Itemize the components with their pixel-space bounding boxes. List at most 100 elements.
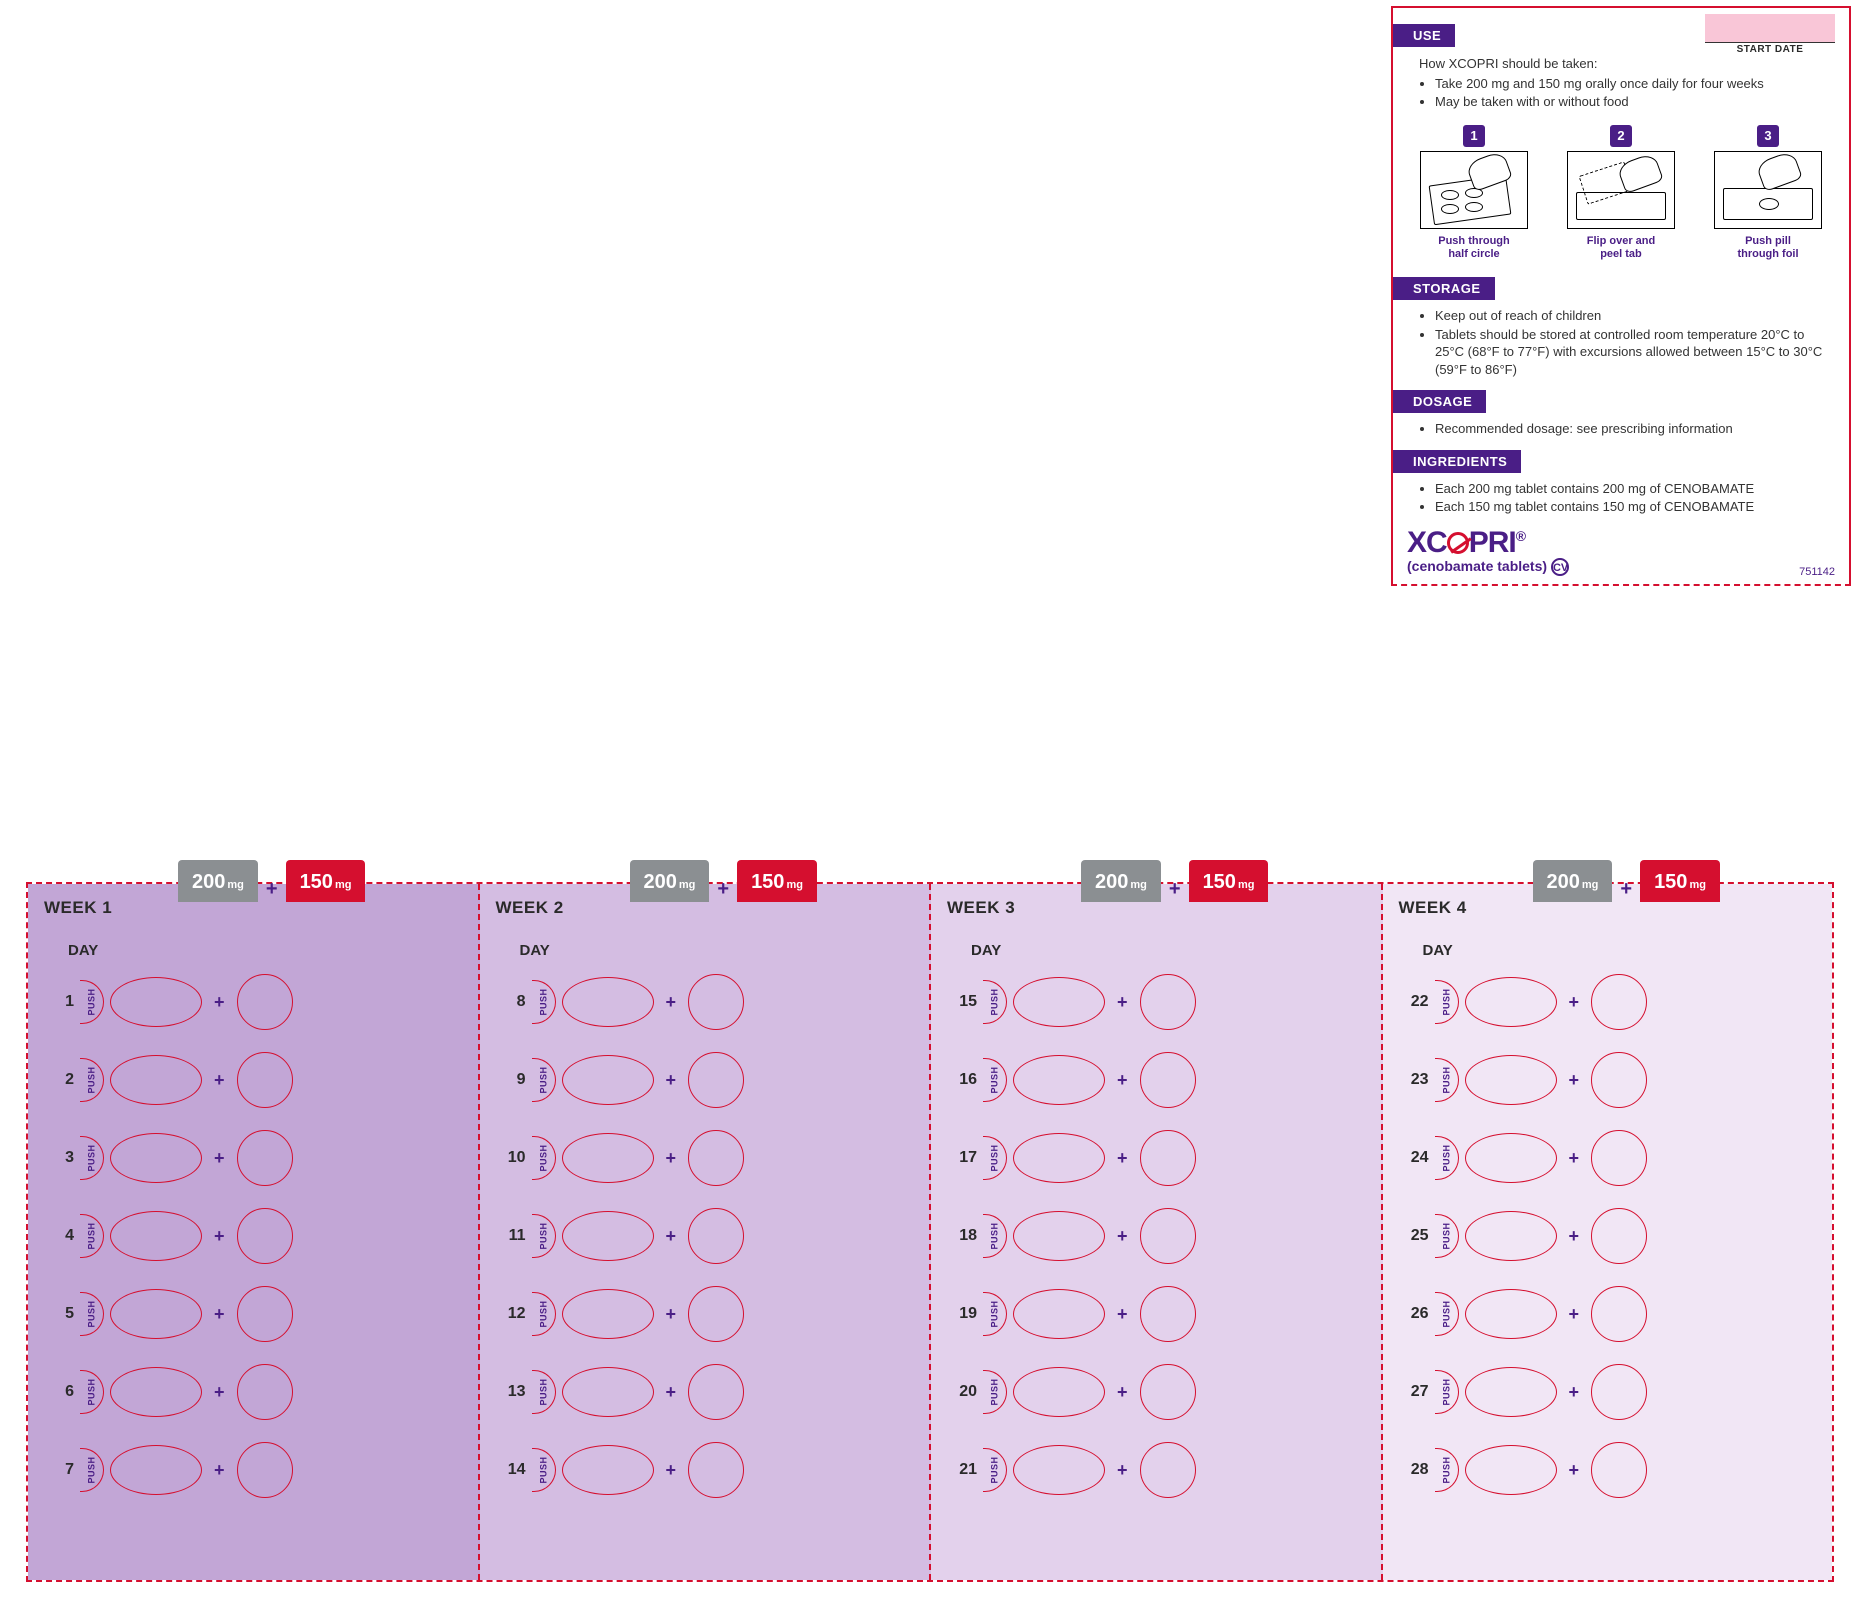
pill-150mg[interactable] <box>688 1130 744 1186</box>
pill-200mg[interactable] <box>110 1445 202 1495</box>
pill-200mg[interactable] <box>110 977 202 1027</box>
pill-200mg[interactable] <box>110 1367 202 1417</box>
pill-200mg[interactable] <box>110 1211 202 1261</box>
push-tab[interactable]: PUSH <box>983 1136 1007 1180</box>
pill-200mg[interactable] <box>1465 977 1557 1027</box>
push-tab[interactable]: PUSH <box>983 1292 1007 1336</box>
pill-200mg[interactable] <box>1013 1055 1105 1105</box>
day-number: 23 <box>1401 1071 1429 1089</box>
pill-150mg[interactable] <box>688 974 744 1030</box>
pill-200mg[interactable] <box>1013 1367 1105 1417</box>
push-tab[interactable]: PUSH <box>1435 1214 1459 1258</box>
start-date-field[interactable] <box>1705 14 1835 42</box>
pill-150mg[interactable] <box>1591 1442 1647 1498</box>
pill-150mg[interactable] <box>237 1052 293 1108</box>
push-tab[interactable]: PUSH <box>532 1370 556 1414</box>
pill-150mg[interactable] <box>1591 1364 1647 1420</box>
pill-200mg[interactable] <box>1013 1445 1105 1495</box>
pill-200mg[interactable] <box>562 977 654 1027</box>
pill-200mg[interactable] <box>1013 1211 1105 1261</box>
push-tab[interactable]: PUSH <box>983 1448 1007 1492</box>
pill-200mg[interactable] <box>1465 1055 1557 1105</box>
pill-200mg[interactable] <box>562 1445 654 1495</box>
push-tab[interactable]: PUSH <box>983 1214 1007 1258</box>
day-heading: DAY <box>1423 942 1815 959</box>
pill-200mg[interactable] <box>110 1055 202 1105</box>
pill-200mg[interactable] <box>562 1367 654 1417</box>
pill-200mg[interactable] <box>1465 1211 1557 1261</box>
dose-150-tab: 150mg <box>286 860 366 902</box>
pill-150mg[interactable] <box>1140 1286 1196 1342</box>
plus-icon: + <box>1620 862 1632 901</box>
pill-200mg[interactable] <box>1465 1289 1557 1339</box>
push-tab[interactable]: PUSH <box>532 980 556 1024</box>
push-tab[interactable]: PUSH <box>80 980 104 1024</box>
push-tab[interactable]: PUSH <box>80 1292 104 1336</box>
push-tab[interactable]: PUSH <box>80 1370 104 1414</box>
pill-200mg[interactable] <box>562 1211 654 1261</box>
pill-150mg[interactable] <box>237 1442 293 1498</box>
pill-200mg[interactable] <box>1465 1445 1557 1495</box>
push-tab[interactable]: PUSH <box>983 1058 1007 1102</box>
pill-150mg[interactable] <box>1591 1052 1647 1108</box>
pill-150mg[interactable] <box>688 1052 744 1108</box>
day-row: 3PUSH+ <box>46 1121 460 1195</box>
day-number: 1 <box>46 993 74 1011</box>
push-tab[interactable]: PUSH <box>80 1136 104 1180</box>
pill-200mg[interactable] <box>562 1133 654 1183</box>
day-row: 26PUSH+ <box>1401 1277 1815 1351</box>
pill-150mg[interactable] <box>237 974 293 1030</box>
pill-150mg[interactable] <box>1591 1286 1647 1342</box>
plus-icon: + <box>214 1382 225 1403</box>
push-tab[interactable]: PUSH <box>80 1058 104 1102</box>
push-tab[interactable]: PUSH <box>80 1448 104 1492</box>
pill-200mg[interactable] <box>562 1289 654 1339</box>
day-number: 15 <box>949 993 977 1011</box>
plus-icon: + <box>1117 1460 1128 1481</box>
pill-150mg[interactable] <box>1591 1130 1647 1186</box>
day-row: 6PUSH+ <box>46 1355 460 1429</box>
pill-200mg[interactable] <box>562 1055 654 1105</box>
pill-150mg[interactable] <box>688 1364 744 1420</box>
week-title: WEEK 4 <box>1399 898 1467 918</box>
pill-200mg[interactable] <box>1013 1133 1105 1183</box>
use-heading: USE <box>1393 24 1455 47</box>
push-tab[interactable]: PUSH <box>1435 1058 1459 1102</box>
pill-150mg[interactable] <box>688 1208 744 1264</box>
pill-150mg[interactable] <box>688 1286 744 1342</box>
push-tab[interactable]: PUSH <box>532 1136 556 1180</box>
pill-150mg[interactable] <box>1140 1208 1196 1264</box>
pill-200mg[interactable] <box>110 1133 202 1183</box>
push-tab[interactable]: PUSH <box>1435 1136 1459 1180</box>
pill-150mg[interactable] <box>237 1208 293 1264</box>
push-tab[interactable]: PUSH <box>532 1448 556 1492</box>
pill-200mg[interactable] <box>1465 1133 1557 1183</box>
pill-150mg[interactable] <box>1140 1442 1196 1498</box>
push-tab[interactable]: PUSH <box>1435 980 1459 1024</box>
pill-200mg[interactable] <box>110 1289 202 1339</box>
pill-150mg[interactable] <box>237 1130 293 1186</box>
push-tab[interactable]: PUSH <box>532 1058 556 1102</box>
pill-150mg[interactable] <box>1140 974 1196 1030</box>
pill-200mg[interactable] <box>1465 1367 1557 1417</box>
pill-150mg[interactable] <box>1140 1364 1196 1420</box>
push-tab[interactable]: PUSH <box>80 1214 104 1258</box>
pill-200mg[interactable] <box>1013 1289 1105 1339</box>
push-tab[interactable]: PUSH <box>983 980 1007 1024</box>
push-tab[interactable]: PUSH <box>532 1214 556 1258</box>
pill-150mg[interactable] <box>688 1442 744 1498</box>
push-tab[interactable]: PUSH <box>1435 1370 1459 1414</box>
pill-150mg[interactable] <box>1140 1052 1196 1108</box>
pill-150mg[interactable] <box>237 1286 293 1342</box>
dose-200-tab: 200mg <box>1081 860 1161 902</box>
push-tab[interactable]: PUSH <box>1435 1292 1459 1336</box>
push-tab[interactable]: PUSH <box>1435 1448 1459 1492</box>
pill-150mg[interactable] <box>1591 974 1647 1030</box>
pill-200mg[interactable] <box>1013 977 1105 1027</box>
pill-150mg[interactable] <box>1591 1208 1647 1264</box>
pill-150mg[interactable] <box>1140 1130 1196 1186</box>
dose-tabs: 200mg+150mg <box>178 860 365 902</box>
push-tab[interactable]: PUSH <box>532 1292 556 1336</box>
pill-150mg[interactable] <box>237 1364 293 1420</box>
push-tab[interactable]: PUSH <box>983 1370 1007 1414</box>
